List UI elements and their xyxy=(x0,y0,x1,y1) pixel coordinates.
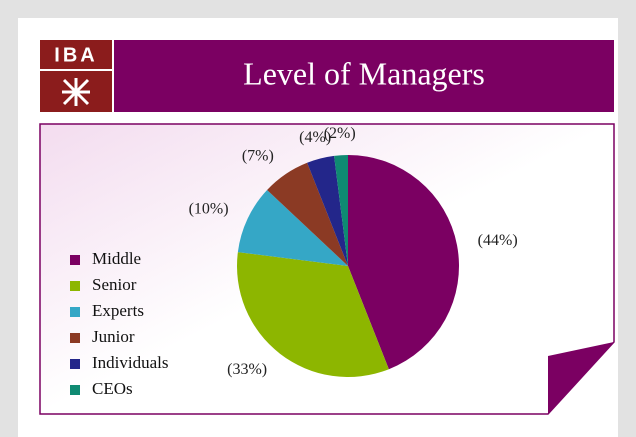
pie-slice xyxy=(334,155,348,266)
legend-swatch xyxy=(70,255,80,265)
data-label: (10%) xyxy=(189,200,229,217)
page-curl xyxy=(548,342,614,414)
legend-label: Junior xyxy=(92,327,135,346)
legend-label: Individuals xyxy=(92,353,169,372)
data-label: (44%) xyxy=(478,232,518,249)
pie-slice xyxy=(237,252,389,377)
pie-slice xyxy=(237,190,348,266)
legend-swatch xyxy=(70,359,80,369)
data-label: (7%) xyxy=(242,147,274,164)
logo-symbol xyxy=(62,78,90,106)
legend-label: CEOs xyxy=(92,379,133,398)
legend-swatch xyxy=(70,281,80,291)
pie-slice xyxy=(348,155,460,370)
chart-title: Level of Managers xyxy=(243,55,485,91)
pie-slice xyxy=(307,155,348,266)
legend-label: Senior xyxy=(92,275,137,294)
pie-slice xyxy=(267,162,348,266)
data-label: (2%) xyxy=(324,125,356,142)
legend-swatch xyxy=(70,307,80,317)
data-label: (4%) xyxy=(299,129,331,146)
data-label: (33%) xyxy=(227,361,267,378)
legend-swatch xyxy=(70,333,80,343)
pie-chart: (44%) (33%) (10%) (7%) (4%)(2%) Middle Senior E… xyxy=(70,125,518,398)
title-bar xyxy=(114,40,614,112)
legend-label: Experts xyxy=(92,301,144,320)
legend-swatch xyxy=(70,385,80,395)
legend-label: Middle xyxy=(92,249,141,268)
logo-text: IBA xyxy=(54,44,97,66)
